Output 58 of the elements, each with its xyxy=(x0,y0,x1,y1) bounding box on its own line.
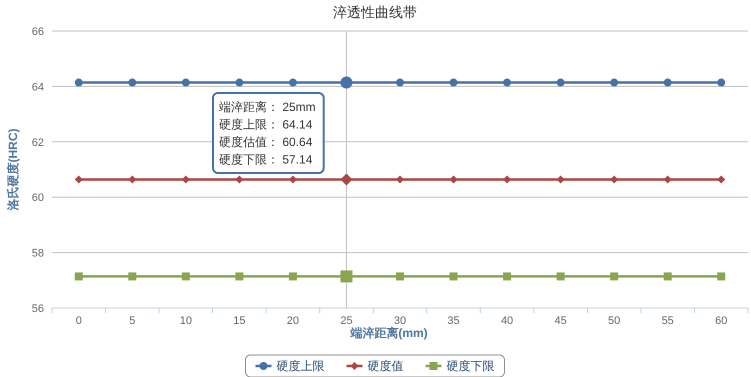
x-tick-label: 45 xyxy=(554,315,567,327)
point xyxy=(288,272,297,280)
x-tick-label: 60 xyxy=(715,315,728,327)
point xyxy=(396,78,404,87)
point xyxy=(717,272,726,280)
x-tick-label: 55 xyxy=(662,315,674,327)
x-tick-label: 50 xyxy=(608,315,620,327)
x-tick-label: 35 xyxy=(447,315,460,327)
point xyxy=(128,272,136,280)
point xyxy=(235,272,244,280)
point xyxy=(664,175,672,184)
point xyxy=(610,78,618,87)
point xyxy=(74,175,83,184)
point xyxy=(182,78,190,87)
y-tick-label: 62 xyxy=(32,136,44,149)
y-axis-title: 洛氏硬度(HRC) xyxy=(6,128,20,212)
y-tick-label: 64 xyxy=(32,81,44,94)
annotation: 端淬距离： 25mm xyxy=(219,100,316,114)
annotation: 硬度上限： 64.14 xyxy=(219,118,313,132)
y-tick-label: 66 xyxy=(32,26,44,38)
x-tick-label: 25 xyxy=(340,315,353,327)
y-tick-label: 60 xyxy=(32,192,44,204)
point xyxy=(503,78,512,87)
point xyxy=(235,78,244,87)
point xyxy=(74,78,83,87)
point xyxy=(128,175,136,184)
point xyxy=(396,272,404,280)
point xyxy=(717,175,726,184)
chart-title: 淬透性曲线带 xyxy=(333,4,417,20)
y-tick-label: 58 xyxy=(32,248,44,260)
point xyxy=(450,78,458,87)
x-tick-label: 20 xyxy=(286,315,300,327)
x-tick-label: 40 xyxy=(500,315,514,327)
point xyxy=(450,272,458,280)
point xyxy=(182,272,190,280)
x-tick-label: 30 xyxy=(394,315,406,327)
point xyxy=(556,272,565,280)
x-tick-label: 15 xyxy=(233,315,246,327)
legend-label: 硬度下限 xyxy=(446,359,494,373)
x-tick-label: 0 xyxy=(76,315,82,327)
x-axis-title: 端淬距离(mm) xyxy=(349,326,428,340)
point xyxy=(288,78,297,87)
x-tick-label: 5 xyxy=(129,315,136,327)
point xyxy=(664,272,672,280)
point xyxy=(717,78,726,87)
point xyxy=(610,272,618,280)
y-tick-label: 56 xyxy=(32,303,44,315)
annotation: 硬度下限： 57.14 xyxy=(219,152,313,166)
legend-label: 硬度值 xyxy=(368,359,404,373)
point xyxy=(503,272,512,280)
x-tick-label: 10 xyxy=(180,315,192,327)
point xyxy=(74,272,83,280)
annotation: 硬度估值： 60.64 xyxy=(219,135,313,149)
point xyxy=(128,78,136,87)
legend-label: 硬度上限 xyxy=(276,359,324,373)
point xyxy=(396,175,404,184)
point xyxy=(664,78,672,87)
point xyxy=(556,78,565,87)
